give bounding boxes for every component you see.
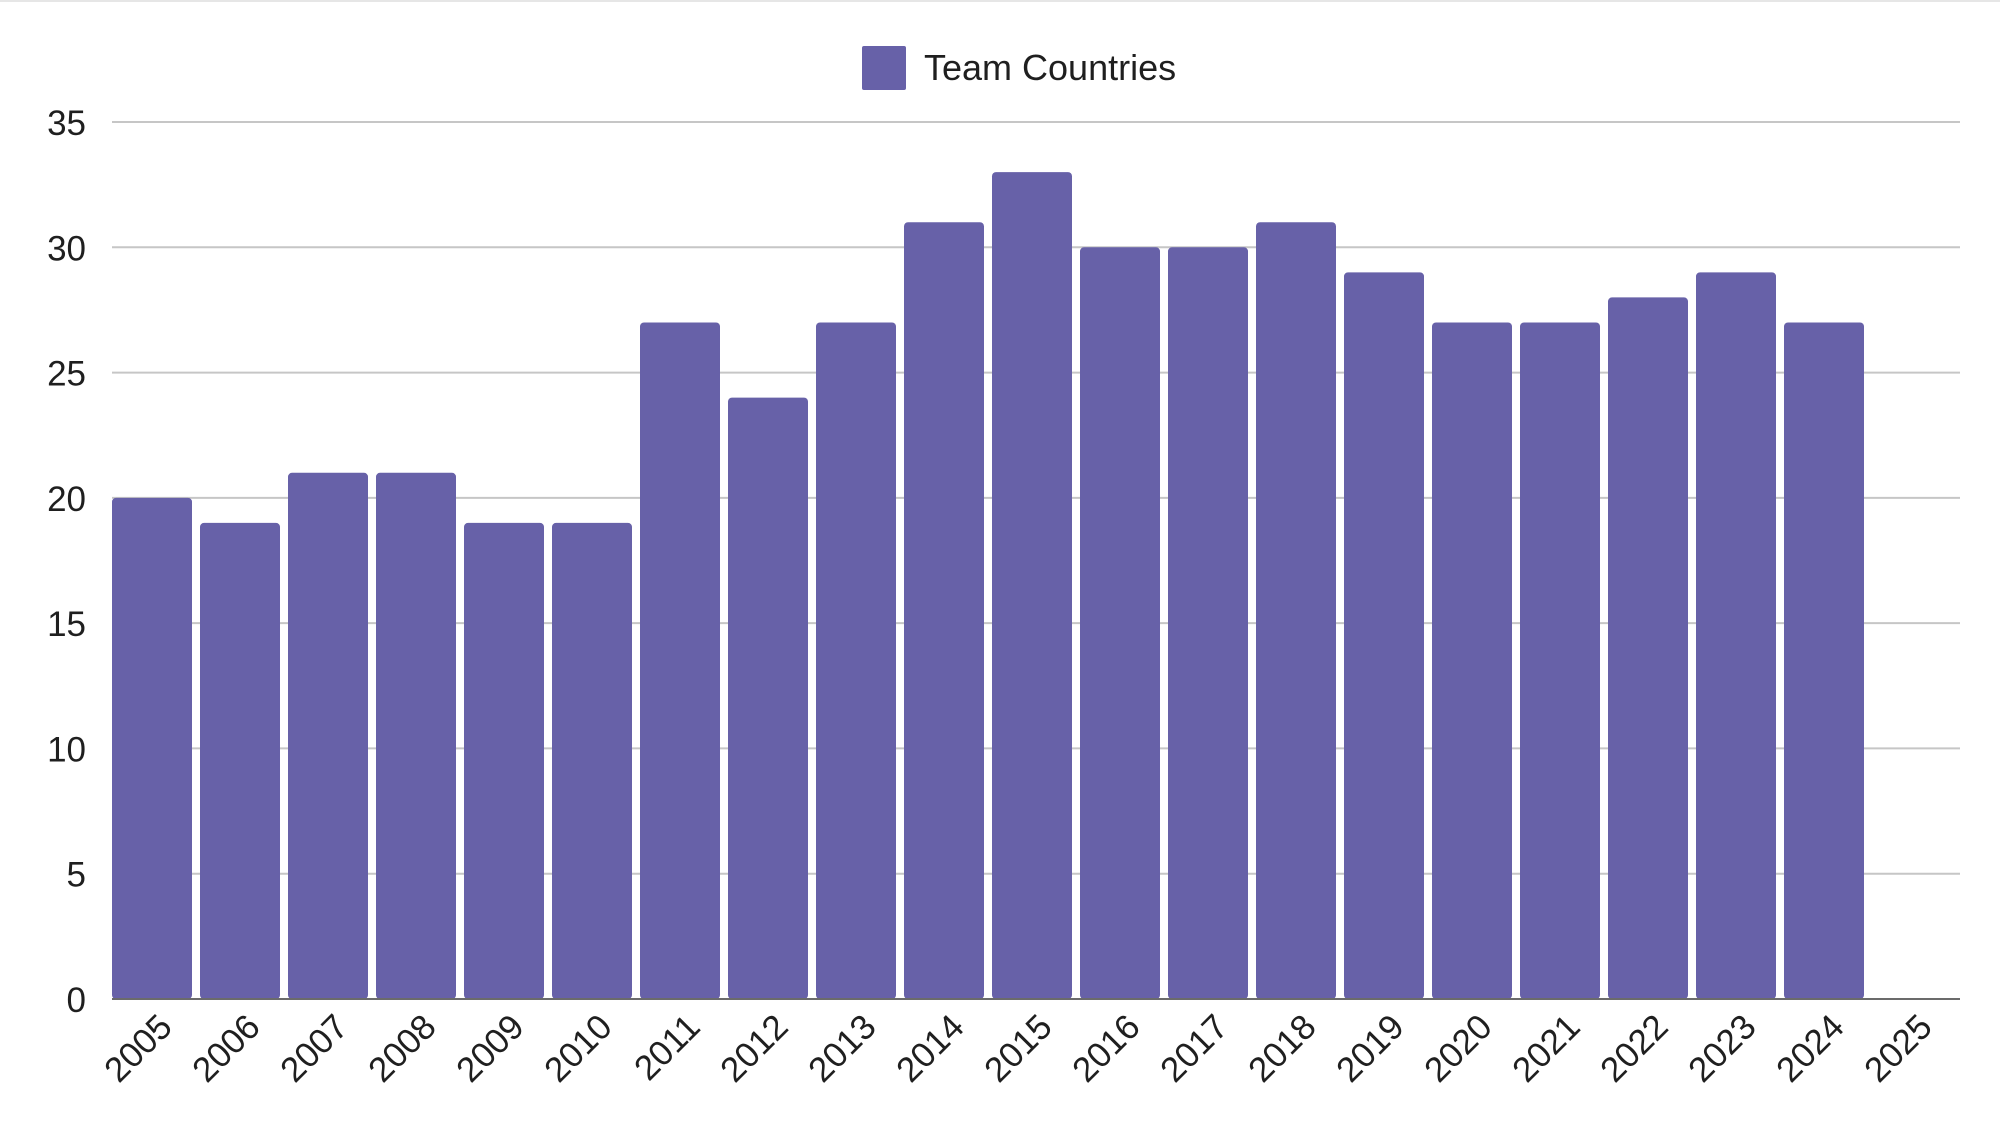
bar-2018 (1256, 222, 1336, 999)
bar-2013 (816, 322, 896, 999)
x-tick-label: 2008 (361, 1007, 444, 1090)
bar-2016 (1080, 247, 1160, 1000)
x-tick-label: 2023 (1681, 1007, 1764, 1090)
bar-2014 (904, 222, 984, 999)
x-tick-label: 2010 (537, 1007, 620, 1090)
x-tick-label: 2021 (1505, 1007, 1588, 1090)
x-tick-label: 2013 (801, 1007, 884, 1090)
bar-2006 (200, 522, 280, 999)
bar-2012 (728, 397, 808, 1000)
bar-2011 (640, 322, 720, 999)
y-tick-label: 15 (47, 605, 86, 644)
legend-swatch (862, 46, 906, 90)
y-tick-label: 25 (47, 355, 86, 394)
bar-2022 (1608, 297, 1688, 999)
x-axis-ticks: 2005 2006 2007 2008 2009 2010 2011 2012 2013 2014… (97, 1007, 1940, 1090)
x-tick-label: 2014 (889, 1007, 972, 1090)
bars (112, 172, 1864, 1000)
x-tick-label: 2011 (627, 1007, 708, 1088)
y-tick-label: 0 (67, 981, 86, 1020)
bar-2007 (288, 472, 368, 999)
legend-label: Team Countries (924, 47, 1176, 88)
bar-2005 (112, 497, 192, 999)
bar-2023 (1696, 272, 1776, 999)
y-tick-label: 20 (47, 480, 86, 519)
bar-2010 (552, 522, 632, 999)
y-tick-label: 30 (47, 229, 86, 268)
x-tick-label: 2019 (1329, 1007, 1412, 1090)
bar-2020 (1432, 322, 1512, 999)
x-tick-label: 2024 (1769, 1007, 1852, 1090)
bar-2009 (464, 522, 544, 999)
x-tick-label: 2025 (1857, 1007, 1940, 1090)
x-tick-label: 2015 (977, 1007, 1060, 1090)
y-tick-label: 35 (47, 104, 86, 143)
x-tick-label: 2007 (273, 1007, 356, 1090)
bar-2008 (376, 472, 456, 999)
y-tick-label: 5 (67, 856, 86, 895)
bar-2015 (992, 172, 1072, 1000)
x-tick-label: 2006 (185, 1007, 268, 1090)
x-tick-label: 2009 (449, 1007, 532, 1090)
x-tick-label: 2016 (1065, 1007, 1148, 1090)
x-tick-label: 2017 (1153, 1007, 1236, 1090)
bar-2017 (1168, 247, 1248, 1000)
legend: Team Countries (862, 46, 1176, 90)
x-tick-label: 2005 (97, 1007, 180, 1090)
x-tick-label: 2022 (1593, 1007, 1676, 1090)
y-tick-label: 10 (47, 730, 86, 769)
bar-2021 (1520, 322, 1600, 999)
x-tick-label: 2018 (1241, 1007, 1324, 1090)
bar-2019 (1344, 272, 1424, 999)
x-tick-label: 2012 (713, 1007, 796, 1090)
bar-2024 (1784, 322, 1864, 999)
y-axis-ticks: 0 5 10 15 20 25 30 35 (47, 104, 86, 1020)
x-tick-label: 2020 (1417, 1007, 1500, 1090)
top-divider (0, 0, 2000, 2)
